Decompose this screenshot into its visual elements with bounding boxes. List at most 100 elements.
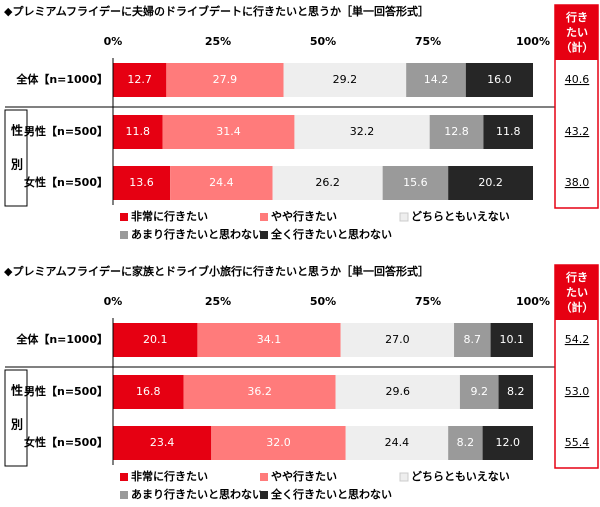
x-tick-label: 25%	[205, 35, 231, 48]
chart: ◆プレミアムフライデーに家族とドライブ小旅行に行きたいと思うか［単一回答形式］ 0…	[4, 264, 599, 501]
bar-segment	[170, 166, 273, 200]
bar-segment	[272, 166, 383, 200]
bar-segment	[113, 115, 163, 149]
total-label: 43.2	[565, 125, 590, 138]
legend-label: 全く行きたいと思わない	[270, 227, 392, 241]
data-label: 16.0	[487, 73, 512, 86]
legend-label: あまり行きたいと思わない	[131, 487, 263, 501]
total-header: （計）	[561, 300, 594, 314]
data-label: 14.2	[424, 73, 449, 86]
data-label: 8.7	[464, 333, 482, 346]
total-header: たい	[566, 26, 588, 39]
bar-segment	[211, 426, 346, 460]
data-label: 32.2	[350, 125, 375, 138]
data-label: 29.2	[333, 73, 358, 86]
data-label: 16.8	[136, 385, 161, 398]
group-box	[4, 109, 28, 207]
total-header: 行き	[565, 270, 588, 284]
data-label: 20.1	[143, 333, 168, 346]
data-label: 12.0	[496, 436, 521, 449]
bar-segment	[483, 115, 533, 149]
bar-segment	[454, 323, 491, 357]
bar-segment	[113, 323, 198, 357]
total-header: （計）	[561, 40, 594, 54]
total-header: 行き	[565, 10, 588, 24]
x-tick-label: 75%	[415, 35, 441, 48]
total-header-bg	[555, 5, 598, 60]
group-label: 性別	[10, 383, 24, 452]
bar-segment	[340, 323, 455, 357]
data-label: 27.9	[213, 73, 238, 86]
x-tick-label: 25%	[205, 295, 231, 308]
category-label: 男性【n=500】	[24, 124, 108, 138]
legend-label: どちらともいえない	[411, 210, 510, 223]
bar-segment	[382, 166, 449, 200]
legend-swatch	[120, 473, 128, 481]
x-tick-label: 100%	[516, 295, 550, 308]
data-label: 31.4	[216, 125, 241, 138]
data-label: 27.0	[385, 333, 410, 346]
legend-swatch	[399, 212, 409, 222]
total-label: 55.4	[565, 436, 590, 449]
total-header: たい	[566, 286, 588, 299]
legend-swatch	[260, 213, 268, 221]
bar-segment	[465, 63, 533, 97]
x-tick-label: 75%	[415, 295, 441, 308]
data-label: 15.6	[403, 176, 428, 189]
x-tick-label: 50%	[310, 295, 336, 308]
legend-label: 非常に行きたい	[131, 209, 208, 223]
chart-title: ◆プレミアムフライデーに家族とドライブ小旅行に行きたいと思うか［単一回答形式］	[4, 264, 429, 278]
total-label: 53.0	[565, 385, 590, 398]
bar-segment	[166, 63, 284, 97]
legend-swatch	[120, 213, 128, 221]
data-label: 9.2	[470, 385, 488, 398]
legend-label: 全く行きたいと思わない	[270, 487, 392, 501]
total-header-bg	[555, 265, 598, 320]
bar-segment	[183, 375, 336, 409]
data-label: 36.2	[247, 385, 272, 398]
data-label: 11.8	[126, 125, 151, 138]
total-label: 40.6	[565, 73, 590, 86]
data-label: 26.2	[315, 176, 340, 189]
data-label: 10.1	[500, 333, 525, 346]
legend-label: やや行きたい	[271, 209, 337, 223]
total-label: 38.0	[565, 176, 590, 189]
bar-segment	[197, 323, 341, 357]
category-label: 女性【n=500】	[24, 435, 108, 449]
legend-swatch	[260, 491, 268, 499]
bar-segment	[113, 375, 184, 409]
legend-label: どちらともいえない	[411, 470, 510, 483]
legend-swatch	[260, 231, 268, 239]
data-label: 24.4	[385, 436, 410, 449]
bar-segment	[113, 166, 171, 200]
bar-segment	[429, 115, 484, 149]
legend-swatch	[260, 473, 268, 481]
chart-title: ◆プレミアムフライデーに夫婦のドライブデートに行きたいと思うか［単一回答形式］	[4, 4, 429, 18]
bar-segment	[482, 426, 533, 460]
data-label: 34.1	[257, 333, 282, 346]
data-label: 32.0	[266, 436, 291, 449]
bar-segment	[498, 375, 533, 409]
bar-segment	[459, 375, 499, 409]
bar-segment	[490, 323, 533, 357]
category-label: 全体【n=1000】	[15, 332, 108, 346]
x-tick-label: 50%	[310, 35, 336, 48]
bar-segment	[406, 63, 466, 97]
legend-swatch	[120, 231, 128, 239]
x-tick-label: 100%	[516, 35, 550, 48]
x-tick-label: 0%	[104, 295, 123, 308]
bar-segment	[113, 426, 212, 460]
data-label: 20.2	[478, 176, 503, 189]
data-label: 12.8	[444, 125, 469, 138]
group-label: 性別	[10, 123, 24, 192]
category-label: 男性【n=500】	[24, 384, 108, 398]
data-label: 23.4	[150, 436, 175, 449]
data-label: 8.2	[507, 385, 525, 398]
data-label: 12.7	[127, 73, 152, 86]
category-label: 女性【n=500】	[24, 175, 108, 189]
chart: ◆プレミアムフライデーに夫婦のドライブデートに行きたいと思うか［単一回答形式］ 0…	[4, 4, 599, 241]
total-label: 54.2	[565, 333, 590, 346]
x-tick-label: 0%	[104, 35, 123, 48]
data-label: 8.2	[457, 436, 475, 449]
